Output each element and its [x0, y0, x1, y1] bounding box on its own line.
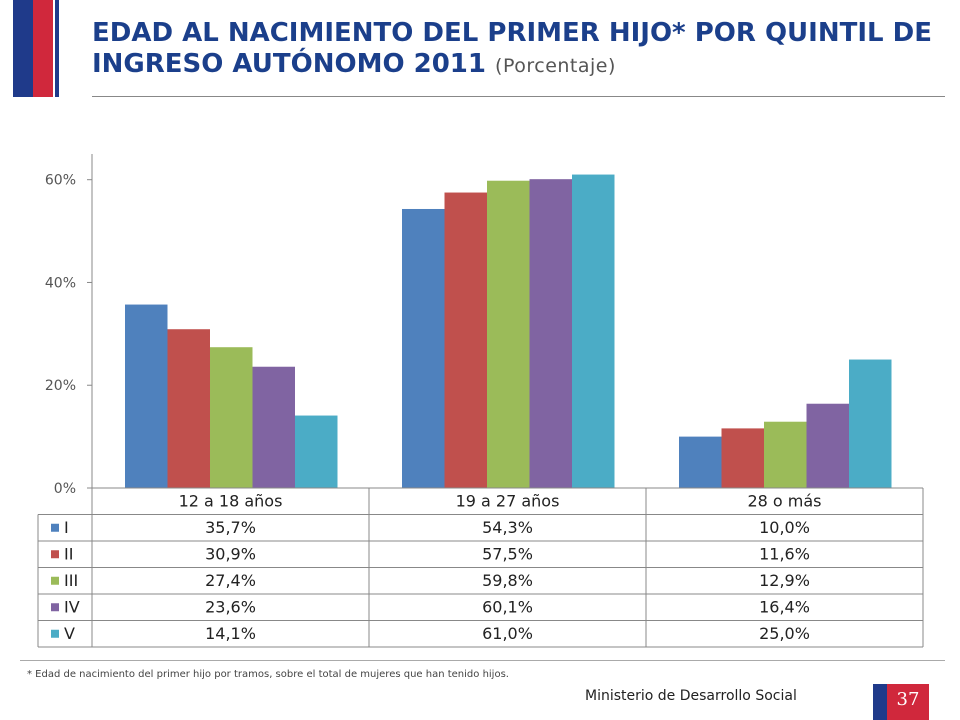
legend-label-V: V: [64, 624, 75, 643]
legend-label-IV: IV: [64, 598, 80, 617]
legend-label-I: I: [64, 518, 69, 537]
data-label-III-2: 59,8%: [482, 571, 533, 590]
y-tick-label: 20%: [45, 378, 76, 394]
footer-divider: [20, 660, 945, 661]
data-label-I-3: 10,0%: [759, 518, 810, 537]
bar-III-1: [210, 347, 253, 488]
data-label-III-1: 27,4%: [205, 571, 256, 590]
title-subtitle: (Porcentaje): [495, 55, 616, 77]
data-label-II-3: 11,6%: [759, 545, 810, 564]
legend-swatch-I: [51, 523, 59, 532]
bar-V-2: [572, 174, 615, 489]
flag-border: [55, 0, 59, 97]
table-category-label: 19 a 27 años: [456, 492, 560, 511]
data-label-II-1: 30,9%: [205, 545, 256, 564]
data-label-IV-3: 16,4%: [759, 598, 810, 617]
legend-swatch-II: [51, 550, 59, 559]
title-text: EDAD AL NACIMIENTO DEL PRIMER HIJO* POR …: [92, 18, 932, 79]
legend-label-II: II: [64, 545, 73, 564]
table-category-label: 28 o más: [747, 492, 821, 511]
page-badge-blue: [873, 684, 887, 720]
footnote: * Edad de nacimiento del primer hijo por…: [27, 669, 509, 680]
bar-II-1: [167, 329, 210, 488]
y-tick-label: 0%: [54, 481, 76, 497]
data-label-V-3: 25,0%: [759, 624, 810, 643]
bar-V-3: [849, 359, 892, 488]
data-label-II-2: 57,5%: [482, 545, 533, 564]
flag-blue-stripe: [13, 0, 33, 97]
bar-II-3: [721, 428, 764, 488]
y-tick-label: 60%: [45, 173, 76, 189]
bar-chart: 0% 20% 40% 60% 12 a 18 años 19 a 27 años 28 o …: [37, 154, 924, 648]
bar-IV-1: [252, 366, 295, 488]
flag-red-stripe: [33, 0, 53, 97]
bar-V-1: [295, 415, 338, 488]
data-label-IV-1: 23,6%: [205, 598, 256, 617]
bar-I-2: [402, 208, 445, 488]
bar-IV-2: [529, 179, 572, 488]
legend-swatch-III: [51, 576, 59, 585]
bar-I-3: [679, 436, 722, 488]
bar-III-3: [764, 421, 807, 488]
data-label-IV-2: 60,1%: [482, 598, 533, 617]
data-label-III-3: 12,9%: [759, 571, 810, 590]
legend-swatch-IV: [51, 603, 59, 612]
data-label-V-2: 61,0%: [482, 624, 533, 643]
page-badge: 37: [873, 684, 929, 720]
bar-III-2: [487, 180, 530, 488]
title-divider: [92, 96, 945, 97]
table-category-label: 12 a 18 años: [179, 492, 283, 511]
data-label-I-2: 54,3%: [482, 518, 533, 537]
legend-swatch-V: [51, 629, 59, 638]
bar-II-2: [444, 192, 487, 489]
bar-IV-3: [806, 403, 849, 488]
data-label-I-1: 35,7%: [205, 518, 256, 537]
legend-label-III: III: [64, 571, 78, 590]
data-label-V-1: 14,1%: [205, 624, 256, 643]
y-tick-label: 40%: [45, 275, 76, 291]
page-title: EDAD AL NACIMIENTO DEL PRIMER HIJO* POR …: [92, 18, 952, 82]
bar-I-1: [125, 304, 168, 488]
ministry-name: Ministerio de Desarrollo Social: [585, 688, 797, 704]
page-number: 37: [887, 684, 929, 720]
